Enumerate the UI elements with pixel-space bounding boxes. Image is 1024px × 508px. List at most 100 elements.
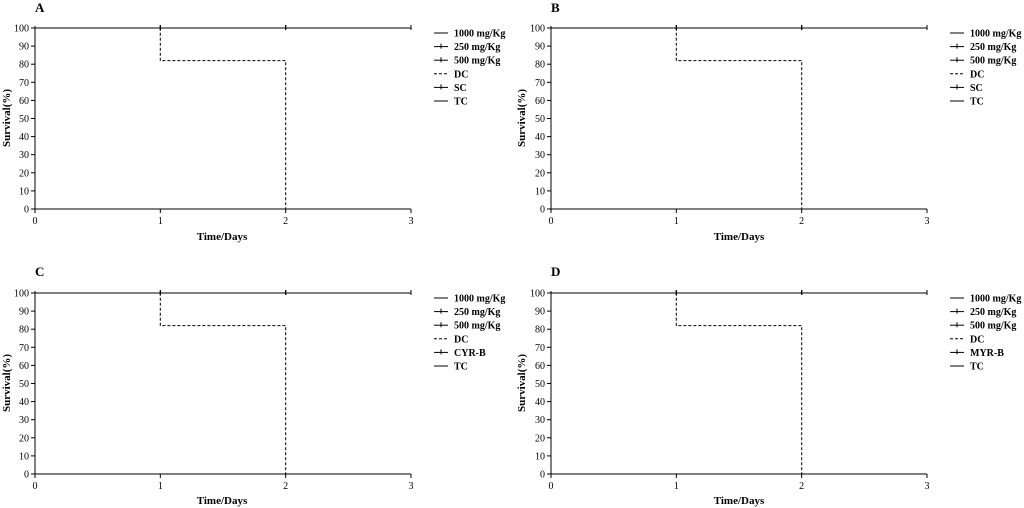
legend-label: SC [454, 83, 467, 94]
x-tick-label: 0 [549, 481, 554, 492]
legend-label: DC [454, 334, 468, 345]
legend-label: 500 mg/Kg [970, 321, 1016, 332]
x-tick-label: 0 [33, 216, 38, 227]
legend-label: TC [454, 97, 468, 108]
y-tick-label: 40 [19, 132, 29, 143]
y-tick-label: 50 [19, 379, 29, 390]
legend-label: CYR-B [454, 348, 486, 359]
y-tick-label: 90 [535, 307, 545, 318]
y-tick-label: 50 [535, 379, 545, 390]
legend: 1000 mg/Kg 250 mg/Kg 500 mg/Kg DC MYR-B TC [950, 294, 1021, 373]
y-tick-label: 90 [535, 42, 545, 53]
legend: 1000 mg/Kg 250 mg/Kg 500 mg/Kg DC CYR-B TC [434, 294, 505, 373]
y-tick-label: 90 [19, 42, 29, 53]
y-tick-label: 80 [535, 60, 545, 71]
x-axis-title: Time/Days [197, 495, 248, 507]
x-tick-label: 2 [283, 481, 288, 492]
series-line [35, 27, 287, 209]
x-tick-label: 0 [33, 481, 38, 492]
y-tick-label: 30 [19, 150, 29, 161]
y-tick-label: 80 [19, 325, 29, 336]
y-tick-label: 50 [19, 114, 29, 125]
legend-label: DC [970, 69, 984, 80]
legend-label: TC [970, 362, 984, 373]
y-tick-label: 50 [535, 114, 545, 125]
x-tick-label: 1 [158, 481, 163, 492]
x-tick-label: 3 [409, 216, 414, 227]
y-tick-label: 80 [535, 325, 545, 336]
x-tick-label: 2 [283, 216, 288, 227]
x-axis-title: Time/Days [197, 231, 248, 243]
x-tick-label: 1 [674, 216, 679, 227]
y-tick-label: 40 [535, 132, 545, 143]
y-tick-label: 70 [19, 343, 29, 354]
legend-label: 250 mg/Kg [454, 42, 500, 53]
y-tick-label: 100 [530, 24, 545, 35]
y-tick-label: 20 [535, 168, 545, 179]
x-tick-label: 1 [158, 216, 163, 227]
y-tick-label: 60 [19, 96, 29, 107]
y-tick-label: 0 [24, 470, 29, 481]
y-axis-title: Survival(%) [516, 354, 528, 412]
legend-label: 1000 mg/Kg [970, 29, 1021, 40]
y-tick-label: 0 [540, 205, 545, 216]
legend-label: SC [970, 83, 983, 94]
x-tick-label: 3 [925, 216, 930, 227]
y-tick-label: 100 [14, 24, 29, 35]
y-tick-label: 100 [14, 289, 29, 300]
x-axis-title: Time/Days [714, 231, 765, 243]
y-tick-label: 70 [19, 78, 29, 89]
series-line [35, 292, 287, 474]
y-axis-title: Survival(%) [1, 354, 13, 412]
y-tick-label: 70 [535, 78, 545, 89]
y-tick-label: 60 [535, 96, 545, 107]
legend-label: TC [454, 362, 468, 373]
legend-label: 1000 mg/Kg [454, 294, 505, 305]
y-tick-label: 0 [24, 205, 29, 216]
panel-letter: D [551, 264, 560, 279]
legend: 1000 mg/Kg 250 mg/Kg 500 mg/Kg DC SC TC [434, 29, 505, 108]
y-tick-label: 10 [19, 451, 29, 462]
panel-b: B 0 10 20 30 40 50 60 70 80 90 100 0 1 2 3 Time/Days Surv… [516, 0, 1021, 243]
x-tick-label: 3 [925, 481, 930, 492]
panel-letter: B [551, 0, 560, 15]
y-tick-label: 60 [535, 361, 545, 372]
x-tick-label: 1 [674, 481, 679, 492]
y-tick-label: 10 [19, 186, 29, 197]
y-tick-label: 40 [19, 397, 29, 408]
y-tick-label: 90 [19, 307, 29, 318]
series-line [551, 27, 803, 209]
y-tick-label: 20 [19, 433, 29, 444]
x-tick-label: 0 [549, 216, 554, 227]
series-line [551, 292, 803, 474]
panel-d: D 0 10 20 30 40 50 60 70 80 90 100 0 1 2 3 Time/Days Surv… [516, 264, 1021, 507]
y-tick-label: 30 [535, 150, 545, 161]
legend-label: 500 mg/Kg [454, 56, 500, 67]
y-tick-label: 100 [530, 289, 545, 300]
panel-letter: A [35, 0, 45, 15]
x-tick-label: 3 [409, 481, 414, 492]
y-axis-title: Survival(%) [1, 89, 13, 147]
legend-label: 250 mg/Kg [970, 307, 1016, 318]
legend-label: 250 mg/Kg [454, 307, 500, 318]
x-tick-label: 2 [799, 216, 804, 227]
legend: 1000 mg/Kg 250 mg/Kg 500 mg/Kg DC SC TC [950, 29, 1021, 108]
legend-label: DC [454, 69, 468, 80]
legend-label: 500 mg/Kg [970, 56, 1016, 67]
panel-letter: C [35, 264, 44, 279]
legend-label: 1000 mg/Kg [970, 294, 1021, 305]
y-axis-title: Survival(%) [516, 89, 528, 147]
panel-a: A 0 10 20 30 40 50 60 70 80 90 100 0 1 2 3 Time/Days Surv… [1, 0, 505, 243]
panel-c: C 0 10 20 30 40 50 60 70 80 90 100 0 1 2 3 Time/Days Surv… [1, 264, 505, 507]
y-tick-label: 40 [535, 397, 545, 408]
legend-label: DC [970, 334, 984, 345]
legend-label: TC [970, 97, 984, 108]
legend-label: 250 mg/Kg [970, 42, 1016, 53]
y-tick-label: 10 [535, 451, 545, 462]
y-tick-label: 0 [540, 470, 545, 481]
y-tick-label: 70 [535, 343, 545, 354]
y-tick-label: 20 [535, 433, 545, 444]
y-tick-label: 20 [19, 168, 29, 179]
legend-label: 1000 mg/Kg [454, 29, 505, 40]
y-tick-label: 60 [19, 361, 29, 372]
